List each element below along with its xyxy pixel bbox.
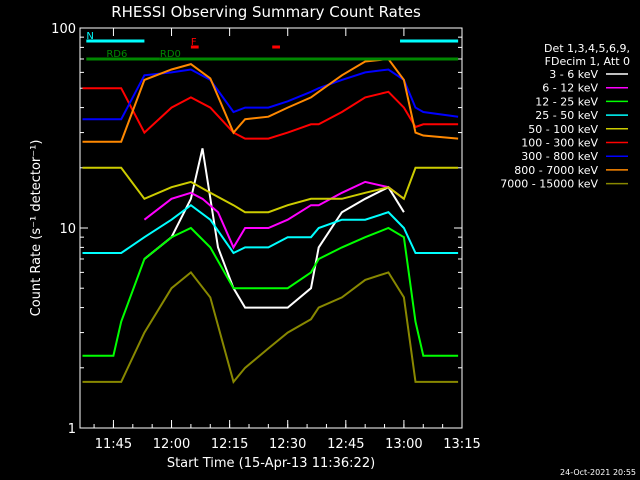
flag-label-rd6: RD6: [106, 49, 127, 60]
legend-label: 100 - 300 keV: [521, 137, 598, 150]
legend-label: 12 - 25 keV: [535, 95, 598, 108]
legend-header-line-2: FDecim 1, Att 0: [545, 55, 630, 68]
series-layer: [82, 57, 459, 385]
series-line-6: [82, 68, 459, 121]
x-tick-label: 12:15: [211, 437, 248, 452]
chart-title: RHESSI Observing Summary Count Rates: [111, 3, 421, 21]
x-tick-label: 13:00: [385, 437, 422, 452]
y-tick-label: 1: [68, 422, 76, 437]
series-line-0: [143, 148, 405, 309]
footer-date: 24-Oct-2021 20:55: [560, 468, 636, 477]
legend-label: 3 - 6 keV: [549, 68, 598, 81]
flag-label-f: F: [191, 37, 197, 48]
x-tick-label: 12:45: [327, 437, 364, 452]
series-line-7: [82, 57, 459, 143]
x-tick-label: 12:00: [153, 437, 190, 452]
y-tick-label: 100: [51, 22, 76, 37]
series-line-8: [82, 270, 459, 385]
y-axis-ticks: 1 10 100: [51, 22, 462, 437]
x-tick-label: 13:15: [443, 437, 480, 452]
y-tick-label: 10: [59, 222, 76, 237]
series-line-2: [82, 226, 459, 357]
x-axis-label: Start Time (15-Apr-13 11:36:22): [167, 456, 375, 471]
flag-label-n: N: [86, 31, 93, 42]
series-line-5: [82, 87, 459, 140]
x-axis-ticks: 11:45 12:00 12:15 12:30 12:45 13:00 13:15: [93, 28, 481, 452]
legend-label: 50 - 100 keV: [528, 123, 598, 136]
legend: Det 1,3,4,5,6,9, FDecim 1, Att 0 3 - 6 k…: [500, 42, 630, 191]
x-tick-label: 12:30: [269, 437, 306, 452]
legend-header-line-1: Det 1,3,4,5,6,9,: [544, 42, 630, 55]
flags-layer: N F RD0 RD6: [86, 31, 459, 61]
legend-label: 800 - 7000 keV: [514, 164, 598, 177]
legend-label: 25 - 50 keV: [535, 109, 598, 122]
x-tick-label: 11:45: [95, 437, 132, 452]
legend-label: 7000 - 15000 keV: [500, 178, 598, 191]
series-line-1: [143, 180, 405, 250]
legend-label: 6 - 12 keV: [542, 82, 598, 95]
flag-label-rd0: RD0: [160, 49, 181, 60]
y-axis-label: Count Rate (s⁻¹ detector⁻¹): [29, 140, 44, 317]
series-line-3: [82, 203, 459, 255]
series-line-4: [82, 166, 459, 214]
legend-label: 300 - 800 keV: [521, 150, 598, 163]
